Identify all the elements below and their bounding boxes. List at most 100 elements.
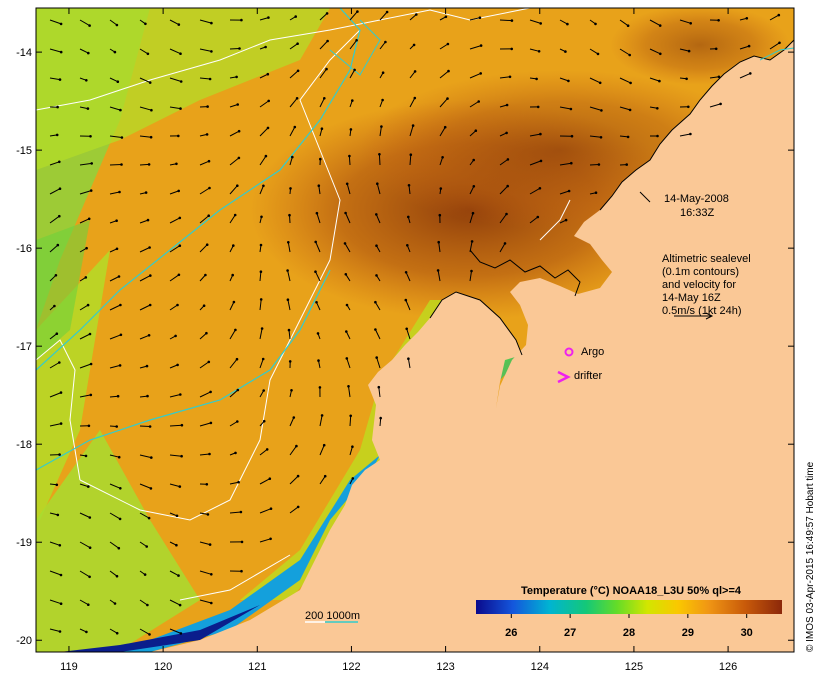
velocity-arrow-head — [260, 215, 263, 219]
velocity-arrow — [229, 185, 238, 195]
velocity-arrow — [469, 130, 477, 137]
velocity-arrow — [139, 304, 151, 311]
depth-label: 200 1000m — [305, 610, 360, 622]
velocity-arrow-head — [59, 573, 63, 577]
velocity-arrow — [49, 599, 62, 605]
velocity-arrow — [79, 162, 92, 166]
velocity-arrow-head — [235, 357, 239, 361]
velocity-arrow — [49, 333, 58, 340]
velocity-arrow-head — [175, 543, 178, 547]
velocity-arrow — [139, 541, 147, 547]
velocity-arrow — [769, 14, 780, 21]
velocity-arrow — [319, 68, 327, 79]
velocity-arrow — [169, 364, 178, 369]
velocity-arrow-head — [344, 273, 348, 276]
velocity-arrow-head — [717, 75, 721, 79]
velocity-arrow-head — [598, 81, 602, 85]
velocity-arrow — [378, 387, 381, 398]
velocity-arrow-head — [323, 97, 326, 100]
velocity-arrow-head — [210, 50, 213, 53]
velocity-arrow — [169, 245, 181, 253]
velocity-arrow — [79, 394, 91, 398]
velocity-arrow-head — [656, 134, 659, 138]
velocity-arrow-head — [149, 274, 152, 277]
velocity-arrow-head — [658, 79, 661, 83]
velocity-arrow-head — [749, 72, 752, 75]
velocity-arrow-head — [472, 185, 476, 188]
drifter-legend: drifter — [557, 370, 602, 384]
velocity-arrow — [349, 69, 356, 79]
velocity-arrow — [619, 106, 631, 111]
velocity-arrow — [169, 217, 181, 224]
velocity-arrow — [49, 423, 62, 427]
velocity-arrow-head — [777, 13, 781, 17]
velocity-arrow — [169, 106, 181, 110]
colorbar-tick-label: 30 — [741, 627, 753, 639]
velocity-arrow — [109, 395, 119, 398]
velocity-arrow — [169, 628, 182, 634]
velocity-arrow-head — [479, 72, 483, 75]
velocity-arrow — [109, 483, 121, 489]
velocity-arrow-head — [205, 331, 208, 335]
velocity-arrow-head — [210, 573, 213, 576]
velocity-arrow-head — [87, 217, 91, 221]
velocity-arrow — [199, 541, 211, 546]
velocity-arrow — [199, 512, 208, 515]
velocity-arrow-head — [323, 474, 327, 478]
velocity-arrow-head — [179, 107, 182, 110]
velocity-arrow-head — [143, 573, 147, 576]
velocity-arrow — [229, 48, 240, 50]
velocity-arrow — [259, 538, 271, 543]
velocity-arrow-head — [447, 69, 450, 73]
velocity-arrow-head — [320, 127, 324, 130]
sealevel-line-1: Altimetric sealevel — [662, 253, 751, 265]
velocity-arrow — [229, 130, 240, 137]
velocity-arrow-head — [599, 136, 603, 139]
depth-contour-200m — [36, 8, 531, 111]
velocity-arrow-head — [506, 184, 510, 188]
velocity-arrow-head — [714, 47, 718, 51]
velocity-arrow-head — [56, 105, 59, 109]
colorbar-title: Temperature (°C) NOAA18_L3U 50% ql>=4 — [521, 585, 742, 597]
velocity-arrow — [289, 445, 297, 456]
velocity-arrow — [199, 244, 208, 253]
velocity-arrow-head — [351, 445, 354, 449]
velocity-arrow-head — [147, 334, 151, 337]
velocity-arrow — [199, 422, 212, 427]
velocity-arrow — [139, 219, 149, 224]
velocity-arrow — [199, 570, 212, 575]
velocity-arrow-head — [687, 105, 690, 109]
velocity-arrow-head — [233, 213, 237, 217]
velocity-arrow-head — [259, 243, 263, 247]
velocity-arrow-head — [446, 42, 450, 46]
velocity-arrow-head — [144, 22, 147, 26]
velocity-arrow-head — [177, 574, 180, 577]
velocity-arrow — [437, 270, 441, 282]
velocity-arrow — [469, 270, 472, 282]
velocity-arrow — [739, 45, 750, 50]
velocity-arrow — [375, 214, 381, 224]
velocity-arrow — [79, 541, 91, 549]
velocity-arrow-head — [116, 80, 120, 83]
velocity-arrow-head — [176, 303, 179, 307]
colorbar: Temperature (°C) NOAA18_L3U 50% ql>=4 26… — [476, 585, 782, 639]
velocity-arrow — [469, 72, 481, 79]
velocity-arrow-head — [407, 357, 410, 361]
velocity-arrow-head — [719, 102, 722, 106]
velocity-arrow-head — [381, 98, 384, 102]
velocity-arrow — [199, 361, 210, 369]
velocity-arrow-head — [119, 108, 122, 112]
velocity-arrow-head — [626, 24, 630, 28]
velocity-arrow-head — [90, 162, 93, 165]
velocity-arrow-head — [318, 386, 322, 389]
x-tick-label: 122 — [342, 661, 360, 673]
velocity-arrow-head — [567, 79, 570, 83]
velocity-arrow-head — [266, 126, 270, 130]
velocity-arrow — [49, 274, 57, 282]
velocity-arrow-head — [287, 241, 290, 244]
velocity-arrow-head — [58, 361, 61, 364]
velocity-arrow — [289, 97, 298, 108]
velocity-arrow-head — [349, 414, 353, 418]
velocity-arrow-head — [208, 543, 212, 546]
velocity-arrow-head — [594, 22, 597, 26]
